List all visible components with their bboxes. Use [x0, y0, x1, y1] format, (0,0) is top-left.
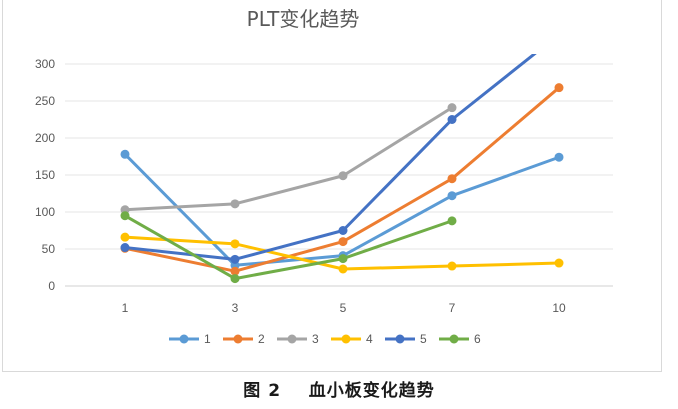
legend-swatch-marker [449, 334, 459, 344]
data-point [338, 237, 348, 247]
y-tick-label: 150 [35, 168, 55, 182]
y-tick-label: 100 [35, 205, 55, 219]
y-tick-label: 200 [35, 131, 55, 145]
data-point [447, 115, 457, 124]
chart-title: PLT变化趋势 [247, 7, 360, 31]
y-tick-label: 300 [35, 57, 55, 71]
data-point [338, 226, 348, 235]
y-tick-label: 0 [48, 279, 55, 293]
data-point [447, 261, 457, 271]
data-point [338, 264, 348, 274]
data-point [447, 174, 457, 184]
series-line [123, 54, 537, 261]
x-tick-label: 1 [122, 301, 129, 315]
legend-swatch-marker [395, 334, 405, 344]
y-tick-label: 250 [35, 94, 55, 108]
data-point [230, 239, 240, 249]
x-tick-label: 10 [552, 301, 566, 315]
data-point [338, 171, 348, 181]
legend-label: 3 [312, 332, 319, 346]
data-point [120, 243, 130, 253]
legend: 1 2 3 4 5 6 [169, 332, 481, 346]
legend-label: 6 [474, 332, 481, 346]
legend-swatch-marker [179, 334, 189, 344]
data-point [230, 266, 240, 276]
data-point [120, 232, 130, 242]
data-point [230, 199, 240, 209]
chart-frame: PLT变化趋势 0 50 100 150 200 250 300 1 3 5 7 10 1 2 3 4 5 6 [2, 0, 662, 372]
x-axis: 1 3 5 7 10 [122, 301, 566, 315]
legend-item-4: 4 [331, 332, 373, 346]
caption-label: 图 2 [243, 381, 282, 401]
y-axis: 0 50 100 150 200 250 300 [35, 57, 55, 293]
legend-item-3: 3 [277, 332, 319, 346]
legend-item-6: 6 [439, 332, 481, 346]
series-layer [120, 54, 564, 284]
series-6 [120, 211, 457, 284]
series-3 [120, 103, 457, 215]
data-point [554, 152, 564, 162]
caption-text: 血小板变化趋势 [308, 381, 435, 401]
data-point [120, 211, 130, 221]
data-point [554, 83, 564, 93]
legend-label: 2 [258, 332, 265, 346]
chart-svg: PLT变化趋势 0 50 100 150 200 250 300 1 3 5 7 10 1 2 3 4 5 6 [35, 7, 613, 346]
x-tick-label: 5 [340, 301, 347, 315]
legend-swatch-marker [287, 334, 297, 344]
x-tick-label: 7 [449, 301, 456, 315]
series-line [123, 214, 454, 281]
legend-item-5: 5 [385, 332, 427, 346]
data-point [554, 258, 564, 268]
gridlines [65, 63, 613, 287]
data-point [447, 103, 457, 113]
x-tick-label: 3 [232, 301, 239, 315]
legend-swatch-marker [233, 334, 243, 344]
data-point [447, 191, 457, 201]
legend-label: 1 [204, 332, 211, 346]
data-point [230, 274, 240, 284]
figure-caption: 图 2 血小板变化趋势 [0, 376, 678, 401]
series-4 [120, 232, 564, 274]
legend-swatch-marker [341, 334, 351, 344]
legend-label: 4 [366, 332, 373, 346]
series-5 [120, 54, 537, 264]
legend-item-2: 2 [223, 332, 265, 346]
legend-item-1: 1 [169, 332, 211, 346]
series-line [123, 106, 454, 212]
data-point [120, 149, 130, 159]
data-point [447, 216, 457, 226]
data-point [338, 254, 348, 264]
data-point [230, 254, 240, 264]
y-tick-label: 50 [42, 242, 56, 256]
legend-label: 5 [420, 332, 427, 346]
